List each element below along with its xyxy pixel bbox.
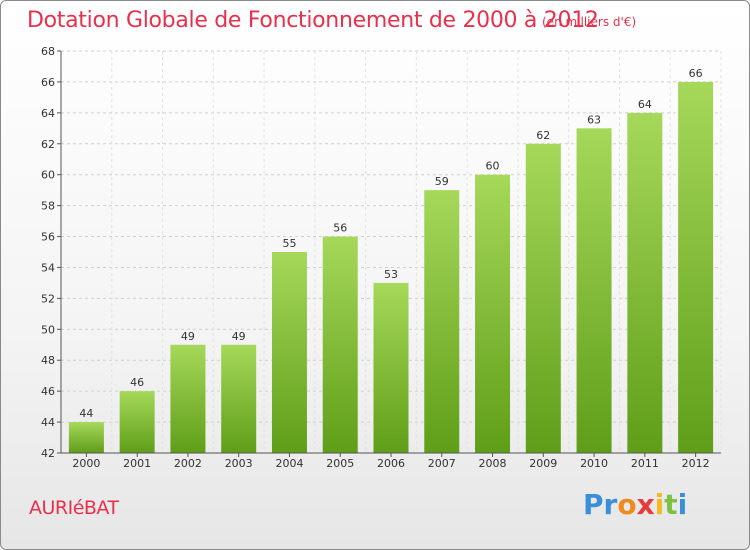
bar-2011 xyxy=(627,112,663,453)
bar-2012 xyxy=(678,81,714,453)
x-tick-label: 2008 xyxy=(479,457,507,470)
y-tick-label: 48 xyxy=(41,354,55,367)
bar-2000 xyxy=(68,422,104,453)
chart-title: Dotation Globale de Fonctionnement de 20… xyxy=(27,8,599,33)
data-label: 63 xyxy=(587,113,601,126)
data-label: 53 xyxy=(384,268,398,281)
data-label: 55 xyxy=(282,237,296,250)
x-tick-label: 2001 xyxy=(123,457,151,470)
x-tick-label: 2005 xyxy=(326,457,354,470)
x-tick-label: 2012 xyxy=(682,457,710,470)
axes: 42 44 46 48 50 52 54 56 58 60 62 64 66 68 2000 2001 2002… xyxy=(41,45,721,470)
x-tick-label: 2004 xyxy=(275,457,303,470)
y-tick-label: 52 xyxy=(41,292,55,305)
y-tick-label: 68 xyxy=(41,45,55,58)
bar-2004 xyxy=(271,252,307,453)
bar-2009 xyxy=(525,143,561,453)
bar-2010 xyxy=(576,128,612,454)
x-tick-label: 2009 xyxy=(529,457,557,470)
logo-letter: i xyxy=(677,488,688,521)
bars: 44 46 49 49 55 56 53 59 60 62 63 64 66 xyxy=(68,67,714,454)
data-label: 49 xyxy=(232,330,246,343)
proxiti-logo: Proxiti xyxy=(583,488,687,521)
logo-letter: t xyxy=(664,488,678,521)
bar-2001 xyxy=(119,391,155,453)
bar-2008 xyxy=(475,174,511,453)
data-label: 56 xyxy=(333,222,347,235)
y-tick-label: 64 xyxy=(41,107,55,120)
commune-name: AURIéBAT xyxy=(29,497,119,519)
x-tick-label: 2002 xyxy=(174,457,202,470)
bar-2007 xyxy=(424,190,460,453)
x-tick-label: 2003 xyxy=(225,457,253,470)
data-label: 62 xyxy=(536,129,550,142)
y-tick-label: 42 xyxy=(41,447,55,460)
x-tick-label: 2010 xyxy=(580,457,608,470)
x-tick-label: 2007 xyxy=(428,457,456,470)
data-label: 60 xyxy=(486,160,500,173)
y-tick-label: 58 xyxy=(41,200,55,213)
bar-2003 xyxy=(221,344,257,453)
data-label: 66 xyxy=(689,67,703,80)
logo-letter: P xyxy=(583,488,604,521)
y-tick-label: 66 xyxy=(41,76,55,89)
x-tick-label: 2006 xyxy=(377,457,405,470)
y-tick-label: 62 xyxy=(41,138,55,151)
y-tick-label: 54 xyxy=(41,261,55,274)
logo-letter: r xyxy=(603,488,618,521)
data-label: 49 xyxy=(181,330,195,343)
logo-letter: x xyxy=(636,488,655,521)
logo-letter: i xyxy=(654,488,665,521)
chart-subtitle: (en milliers d'€) xyxy=(542,15,637,29)
data-label: 64 xyxy=(638,98,652,111)
y-tick-label: 44 xyxy=(41,416,55,429)
bar-2006 xyxy=(373,282,409,453)
data-label: 46 xyxy=(130,376,144,389)
data-label: 59 xyxy=(435,175,449,188)
bar-2005 xyxy=(322,236,358,453)
bar-2002 xyxy=(170,344,206,453)
data-label: 44 xyxy=(79,407,93,420)
x-tick-label: 2000 xyxy=(72,457,100,470)
y-tick-label: 46 xyxy=(41,385,55,398)
x-tick-label: 2011 xyxy=(631,457,659,470)
y-tick-label: 56 xyxy=(41,231,55,244)
logo-letter: o xyxy=(617,488,637,521)
y-tick-label: 60 xyxy=(41,169,55,182)
y-tick-label: 50 xyxy=(41,323,55,336)
